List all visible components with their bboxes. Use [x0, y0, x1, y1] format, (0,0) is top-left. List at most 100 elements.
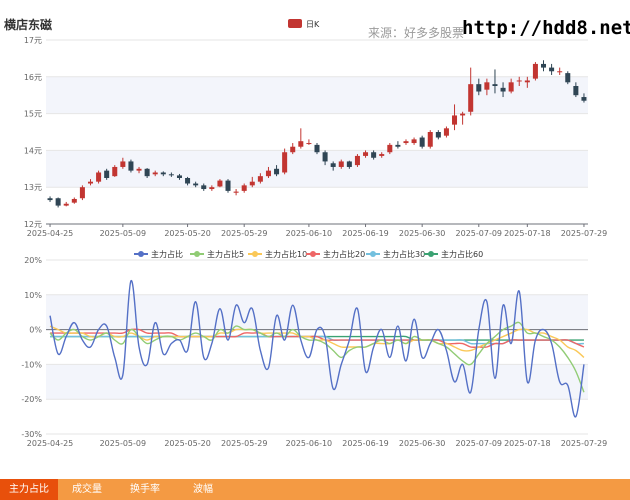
- candle-body: [209, 187, 215, 190]
- candle-body: [476, 84, 482, 92]
- candle-body: [419, 137, 425, 147]
- candle-body: [565, 73, 571, 83]
- legend-swatch: [288, 19, 302, 28]
- candle-body: [492, 84, 498, 86]
- candle-body: [225, 180, 231, 191]
- candle-body: [532, 63, 538, 79]
- candle-body: [443, 128, 449, 136]
- candle-body: [508, 82, 514, 92]
- legend-marker: [428, 251, 434, 257]
- legend-label: 主力占比30: [383, 249, 425, 259]
- candle-body: [233, 191, 239, 193]
- x-tick-label: 2025-05-29: [221, 439, 268, 448]
- candle-body: [47, 198, 53, 201]
- candle-body: [249, 181, 255, 186]
- x-tick-label: 2025-06-19: [342, 229, 389, 238]
- legend-label: 主力占比: [151, 249, 183, 259]
- candle-body: [549, 67, 555, 72]
- candle-body: [306, 143, 312, 145]
- x-tick-label: 2025-06-19: [342, 439, 389, 448]
- source-label: 来源：好多多股票: [368, 26, 465, 40]
- y-tick-label: 14元: [24, 146, 42, 155]
- y-tick-label: 17元: [24, 36, 42, 45]
- candle-body: [290, 146, 296, 153]
- candle-body: [176, 175, 182, 178]
- tab-1[interactable]: 成交量: [72, 484, 102, 495]
- x-tick-label: 2025-04-25: [27, 229, 74, 238]
- x-tick-label: 2025-06-30: [399, 439, 446, 448]
- candle-body: [314, 144, 320, 153]
- candle-body: [168, 174, 174, 176]
- candle-body: [160, 172, 166, 175]
- y-tick-label: 12元: [24, 220, 42, 229]
- candle-body: [379, 154, 385, 156]
- x-tick-label: 2025-07-29: [561, 439, 608, 448]
- tab-2[interactable]: 换手率: [130, 484, 160, 495]
- candle-body: [427, 132, 433, 147]
- legend-label: 主力占比20: [323, 249, 365, 259]
- candle-body: [217, 180, 223, 187]
- grid-band: [46, 76, 588, 114]
- candle-body: [354, 155, 360, 166]
- candle-body: [346, 161, 352, 167]
- candle-body: [371, 152, 377, 158]
- candle-body: [524, 80, 530, 83]
- candle-body: [460, 113, 466, 116]
- candle-body: [193, 183, 199, 186]
- grid-band: [46, 364, 588, 400]
- page-title: 横店东磁: [4, 18, 53, 32]
- series-line: [49, 321, 585, 393]
- candle-body: [282, 152, 288, 173]
- tab-0[interactable]: 主力占比: [0, 479, 58, 500]
- candle-body: [581, 97, 587, 101]
- candle-body: [112, 166, 118, 177]
- candle-body: [500, 87, 506, 92]
- candle-body: [185, 178, 191, 184]
- legend-marker: [310, 251, 316, 257]
- candle-body: [128, 161, 134, 171]
- candle-body: [96, 172, 102, 182]
- candle-body: [144, 168, 150, 177]
- series-line: [50, 328, 585, 348]
- y-tick-label: 15元: [24, 110, 42, 119]
- candle-body: [540, 63, 547, 68]
- candle-body: [322, 152, 328, 162]
- candle-body: [363, 152, 369, 156]
- x-tick-label: 2025-05-20: [164, 229, 211, 238]
- legend-marker: [370, 251, 376, 257]
- grid-band: [46, 150, 588, 188]
- x-tick-label: 2025-06-10: [286, 229, 333, 238]
- candle-body: [257, 176, 263, 182]
- x-tick-label: 2025-05-20: [164, 439, 211, 448]
- candle-body: [298, 141, 304, 147]
- y-tick-label: -30%: [21, 430, 42, 439]
- legend-label: 主力占比10: [265, 249, 307, 259]
- x-tick-label: 2025-04-25: [27, 439, 74, 448]
- candle-body: [573, 86, 579, 96]
- candle-body: [79, 187, 85, 199]
- legend-marker: [138, 251, 144, 257]
- candle-body: [395, 144, 401, 147]
- legend-marker: [194, 251, 200, 257]
- candle-body: [330, 163, 336, 167]
- y-tick-label: -10%: [21, 360, 42, 369]
- legend-label: 日K: [306, 20, 320, 29]
- candle-body: [71, 198, 77, 203]
- candle-body: [338, 161, 344, 167]
- candle-body: [403, 141, 409, 144]
- candle-body: [87, 181, 94, 184]
- candle-body: [265, 170, 271, 177]
- series-line: [49, 280, 585, 418]
- x-tick-label: 2025-06-10: [286, 439, 333, 448]
- x-tick-label: 2025-07-18: [504, 439, 551, 448]
- candle-body: [274, 168, 280, 175]
- tab-3[interactable]: 波幅: [193, 484, 213, 495]
- y-tick-label: 16元: [24, 73, 42, 82]
- y-tick-label: 0%: [29, 326, 42, 335]
- x-tick-label: 2025-07-29: [561, 229, 608, 238]
- candle-body: [104, 170, 110, 178]
- y-tick-label: -20%: [21, 395, 42, 404]
- legend-label: 主力占比5: [207, 249, 244, 259]
- x-tick-label: 2025-06-30: [399, 229, 446, 238]
- candle-body: [484, 82, 490, 90]
